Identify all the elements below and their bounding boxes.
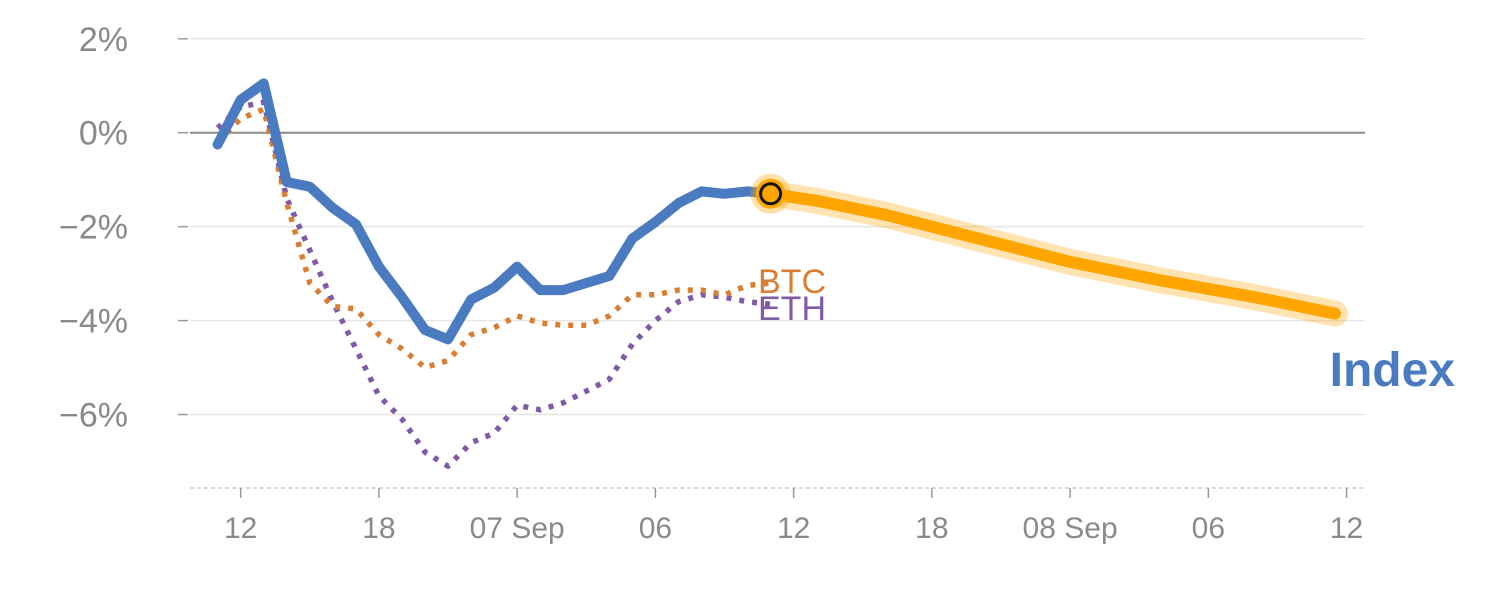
index-label: Index: [1330, 344, 1456, 397]
x-tick-label: 06: [1192, 512, 1225, 545]
y-tick-label: −6%: [59, 397, 128, 435]
btc-label: BTC: [758, 263, 826, 301]
y-tick-label: −2%: [59, 209, 128, 247]
x-tick-label: 12: [224, 512, 257, 545]
x-tick-label: 08 Sep: [1023, 512, 1118, 545]
x-tick-label: 18: [362, 512, 395, 545]
axis-layer: 2% 0% −2% −4% −6% 12 18 07 Sep 06 12 18 08 Sep 06 12: [59, 21, 1365, 545]
series-layer: [212, 78, 1348, 469]
index-forecast-line: [764, 187, 1341, 320]
y-tick-label: 0%: [79, 115, 128, 153]
marker-dot: [759, 182, 783, 206]
x-tick-label: 07 Sep: [470, 512, 565, 545]
eth-label: ETH: [758, 290, 826, 328]
y-tick-label: −4%: [59, 303, 128, 341]
btc-line: [215, 106, 771, 371]
y-tick-label: 2%: [79, 21, 128, 59]
index-line: [212, 78, 776, 345]
eth-line: [215, 99, 771, 469]
x-tick-label: 12: [1330, 512, 1363, 545]
x-tick-label: 06: [639, 512, 672, 545]
x-tick-label: 12: [777, 512, 810, 545]
grid-layer: [178, 38, 1365, 416]
x-tick-label: 18: [915, 512, 948, 545]
